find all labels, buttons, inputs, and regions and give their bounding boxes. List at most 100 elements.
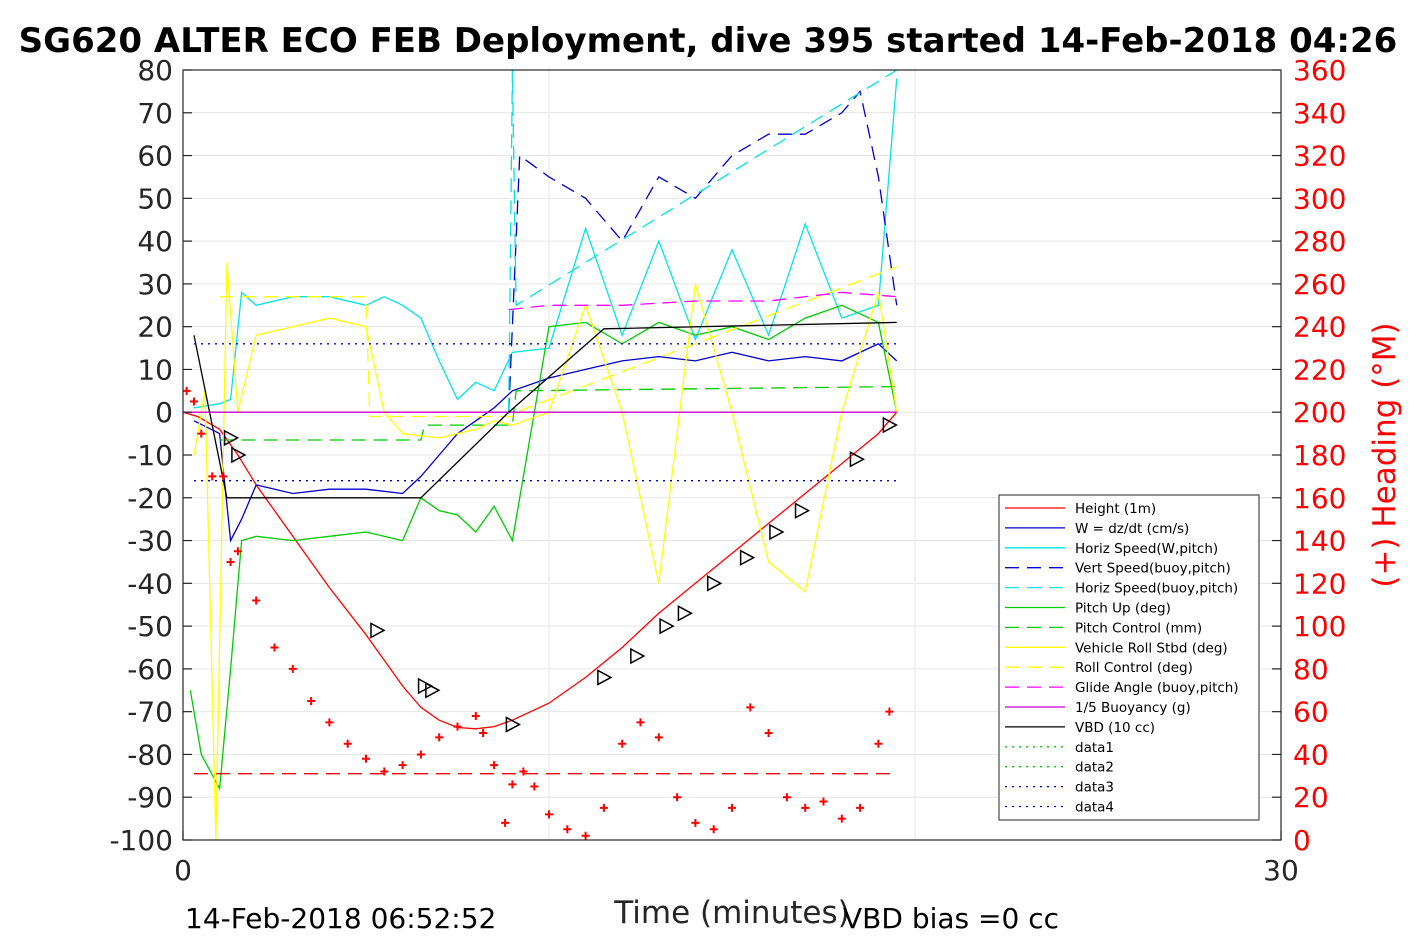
legend-label-12: data1 [1075,740,1114,756]
heading-point [490,761,499,770]
heading-point [885,707,894,716]
y-tick-label: 50 [137,182,173,215]
series-line-3 [508,89,898,413]
y-tick-label: -70 [127,696,173,729]
heading-point [398,761,407,770]
heading-point [782,793,791,802]
series-line-4 [508,69,898,413]
heading-point [226,557,235,566]
legend-label-6: Pitch Control (mm) [1075,620,1202,636]
timestamp-footer: 14-Feb-2018 06:52:52 [185,902,496,935]
heading-point [618,739,627,748]
triangle-marker [370,622,386,639]
heading-point [746,703,755,712]
y-tick-label: 0 [155,396,173,429]
y-right-tick-label: 120 [1293,567,1346,600]
heading-point [519,767,528,776]
series-line-8 [219,266,897,418]
y-tick-label: -50 [127,610,173,643]
y-right-tick-label: 300 [1293,182,1346,215]
x-axis-label: Time (minutes) [613,895,849,931]
heading-point [343,739,352,748]
heading-point [501,818,510,827]
heading-point [307,696,316,705]
triangle-marker [706,575,723,592]
legend-label-11: VBD (10 cc) [1075,720,1155,736]
y-right-tick-label: 100 [1293,610,1346,643]
triangle-marker [739,549,756,566]
heading-point [380,767,389,776]
heading-point [252,596,261,605]
triangle-marker [659,617,675,635]
heading-point [182,386,191,395]
triangle-marker [769,523,785,541]
y-right-tick-label: 0 [1293,824,1311,857]
legend-label-13: data2 [1075,760,1114,776]
legend-label-14: data3 [1075,780,1114,796]
legend-label-10: 1/5 Buoyancy (g) [1075,700,1191,716]
heading-point [874,739,883,748]
legend-box [998,494,1260,821]
series-line-7 [193,262,898,841]
triangle-marker [630,647,646,665]
y-right-tick-label: 340 [1293,97,1346,130]
triangle-marker [849,451,866,468]
triangle-marker [505,716,521,733]
series-line-9 [508,291,897,311]
heading-point [636,718,645,727]
legend-label-3: Vert Speed(buoy,pitch) [1075,561,1231,577]
legend-label-8: Roll Control (deg) [1075,660,1193,676]
triangle-marker [597,669,613,686]
heading-point [709,825,718,834]
y-right-tick-label: 20 [1293,781,1329,814]
heading-point [691,818,700,827]
y-right-tick-label: 220 [1293,353,1346,386]
vbd-bias-footer: VBD bias =0 cc [843,902,1059,935]
x-tick-label: 0 [174,854,192,887]
legend-label-5: Pitch Up (deg) [1075,601,1171,617]
heading-point [219,472,228,481]
series-line-0 [182,411,898,730]
heading-point [416,750,425,759]
heading-point [654,733,663,742]
heading-point [837,814,846,823]
chart-title: SG620 ALTER ECO FEB Deployment, dive 395… [19,21,1398,61]
y-right-tick-label: 160 [1293,482,1346,515]
legend-label-9: Glide Angle (buoy,pitch) [1075,680,1239,696]
y-tick-label: 20 [137,311,173,344]
y-tick-label: 10 [137,353,173,386]
y-tick-label: 40 [137,225,173,258]
y-right-tick-label: 360 [1293,54,1346,87]
y-tick-label: -10 [127,439,173,472]
y-tick-label: -90 [127,781,173,814]
legend-label-4: Horiz Speed(buoy,pitch) [1075,581,1238,597]
heading-point [208,472,217,481]
heading-point [288,664,297,673]
y-tick-label: 30 [137,268,173,301]
heading-point [545,810,553,819]
legend-label-15: data4 [1075,800,1114,816]
series-line-11 [193,321,897,499]
markers-layer [182,386,898,840]
y-tick-label: -80 [127,738,173,771]
y-right-tick-label: 140 [1293,525,1346,558]
legend-label-2: Horiz Speed(W,pitch) [1075,541,1218,557]
triangle-marker [231,446,247,464]
y-tick-label: -60 [127,653,173,686]
triangle-marker [417,677,434,695]
y-right-tick-label: 200 [1293,396,1346,429]
heading-point [453,722,462,731]
legend: Height (1m) W = dz/dt (cm/s) Horiz Speed(W… [998,494,1260,821]
series-line-2 [193,78,898,409]
legend-label-1: W = dz/dt (cm/s) [1075,521,1189,537]
heading-point [362,754,370,763]
y-tick-label: 60 [137,140,173,173]
heading-point [530,782,539,791]
triangle-marker [223,429,240,447]
y-tick-label: -20 [127,482,173,515]
y-tick-label: -40 [127,567,173,600]
heading-point [599,803,608,812]
heading-point [233,547,242,556]
y-tick-label: -100 [109,824,173,857]
